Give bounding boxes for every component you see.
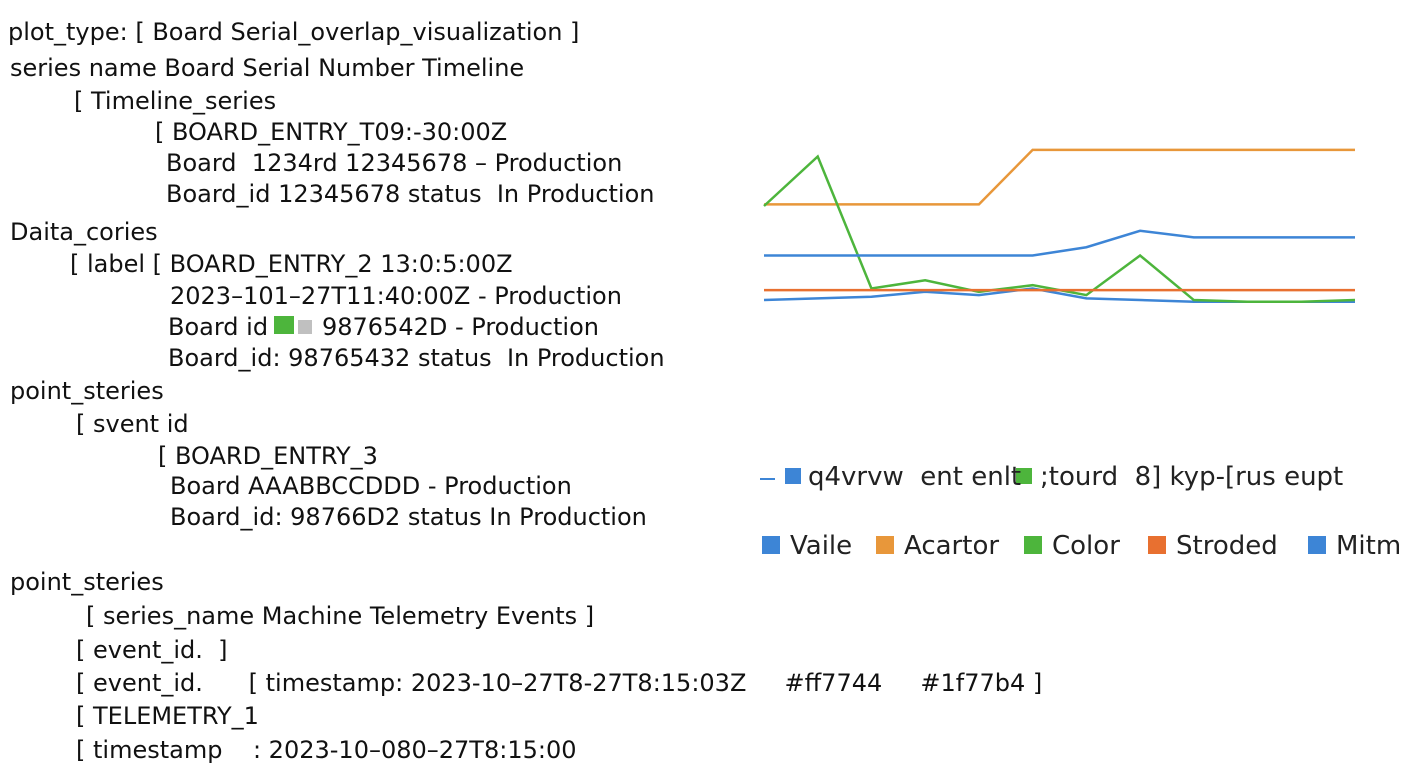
legend-label: Color (1052, 531, 1120, 561)
text-line: series name Board Serial Number Timeline (10, 54, 524, 82)
legend-swatch (1148, 536, 1166, 554)
text-line: Board id (168, 313, 268, 341)
legend-label: Stroded (1176, 531, 1278, 561)
legend-swatch (1016, 468, 1032, 484)
text-line: Daita_cories (10, 218, 158, 246)
series-line (763, 154, 1356, 303)
legend-label: Vaile (790, 531, 852, 561)
color-swatch (274, 316, 294, 334)
text-line: Board AAABBCCDDD - Production (170, 472, 572, 500)
text-line: [ event_id. ] (76, 636, 228, 664)
legend-swatch (762, 536, 780, 554)
legend-swatch (1024, 536, 1042, 554)
text-line: [ BOARD_ENTRY_T09:-30:00Z (155, 118, 507, 146)
text-line: [ svent id (76, 410, 189, 438)
text-line: [ event_id. [ timestamp: 2023-10–27T8-27… (76, 669, 1042, 697)
text-line: [ label [ BOARD_ENTRY_2 13:0:5:00Z (70, 250, 513, 278)
text-line: [ series_name Machine Telemetry Events ] (86, 602, 594, 630)
text-line: [ TELEMETRY_1 (76, 702, 259, 730)
annotation: q4vrvw ent enlt (808, 462, 1021, 492)
text-line: [ timestamp : 2023-10–080–27T8:15:00 (76, 736, 576, 764)
text-line: Board_id: 98765432 status In Production (168, 344, 665, 372)
legend-swatch (876, 536, 894, 554)
text-line: Board_id: 98766D2 status In Production (170, 503, 647, 531)
legend-label: Mitm (1336, 531, 1401, 561)
legend-swatch (785, 468, 801, 484)
legend-label: Acartor (904, 531, 999, 561)
text-line: 2023–101–27T11:40:00Z - Production (170, 282, 622, 310)
annotation: ;tourd 8] kyp-[rus eupt (1040, 462, 1343, 492)
legend-swatch (1308, 536, 1326, 554)
series-line (764, 148, 1355, 206)
text-line: point_steries (10, 568, 164, 596)
text-line: point_steries (10, 377, 164, 405)
color-swatch (298, 320, 312, 334)
text-line: 9876542D - Production (322, 313, 599, 341)
series-line (764, 229, 1355, 257)
text-line: Board 1234rd 12345678 – Production (166, 149, 622, 177)
text-line: [ Timeline_series (74, 87, 276, 115)
text-line: plot_type: [ Board Serial_overlap_visual… (8, 18, 579, 46)
text-line: Board_id 12345678 status In Production (166, 180, 654, 208)
text-line: [ BOARD_ENTRY_3 (158, 442, 378, 470)
